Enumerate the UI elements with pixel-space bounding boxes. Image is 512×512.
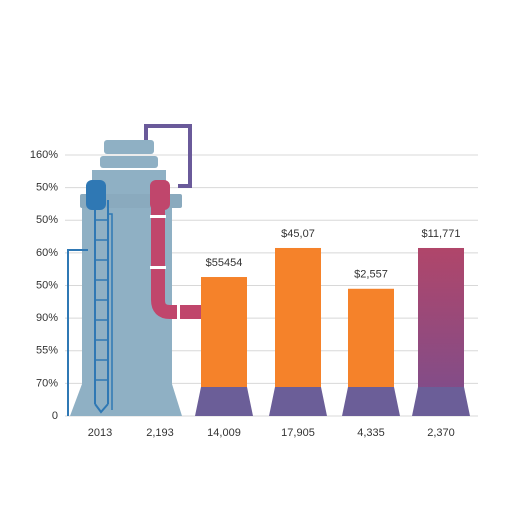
y-tick-label: 60% <box>36 247 58 259</box>
y-tick-label: 90% <box>36 312 58 324</box>
x-tick-label: 2013 <box>88 427 112 439</box>
bar-annotation: $45,07 <box>281 228 315 240</box>
x-tick-label: 2,370 <box>427 427 455 439</box>
y-tick-label: 50% <box>36 182 58 194</box>
bar-base <box>412 387 470 416</box>
bar-annotation: $11,771 <box>422 228 461 240</box>
x-tick-label: 4,335 <box>357 427 385 439</box>
y-tick-label: 160% <box>30 149 58 161</box>
bar-base <box>195 387 253 416</box>
bar-annotation: $55454 <box>206 257 243 269</box>
y-tick-label: 0 <box>52 410 58 422</box>
tower-illustration <box>67 124 202 416</box>
x-tick-label: 2,193 <box>146 427 174 439</box>
x-tick-label: 14,009 <box>207 427 241 439</box>
bar-base <box>342 387 400 416</box>
y-tick-label: 55% <box>36 345 58 357</box>
bar-base <box>269 387 327 416</box>
y-tick-label: 70% <box>36 377 58 389</box>
y-tick-label: 50% <box>36 279 58 291</box>
bars: 2013 2,193 14,009 $55454 17,905 $45,07 4,335 $2… <box>88 228 470 439</box>
bar-annotation: $2,557 <box>354 269 388 281</box>
y-tick-label: 50% <box>36 214 58 226</box>
x-tick-label: 17,905 <box>281 427 315 439</box>
